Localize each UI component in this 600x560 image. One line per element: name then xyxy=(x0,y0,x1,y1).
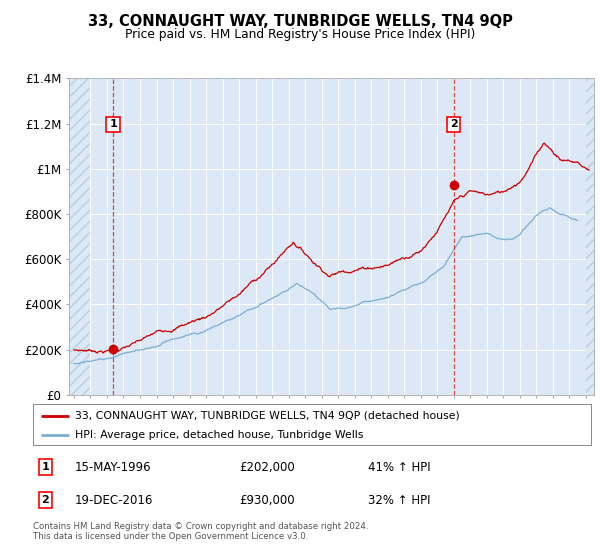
Text: Price paid vs. HM Land Registry's House Price Index (HPI): Price paid vs. HM Land Registry's House … xyxy=(125,28,475,41)
Text: 1: 1 xyxy=(41,462,49,472)
Text: £930,000: £930,000 xyxy=(239,494,295,507)
Text: 33, CONNAUGHT WAY, TUNBRIDGE WELLS, TN4 9QP (detached house): 33, CONNAUGHT WAY, TUNBRIDGE WELLS, TN4 … xyxy=(75,411,460,421)
Text: 32% ↑ HPI: 32% ↑ HPI xyxy=(368,494,430,507)
Text: 19-DEC-2016: 19-DEC-2016 xyxy=(75,494,153,507)
Text: 41% ↑ HPI: 41% ↑ HPI xyxy=(368,461,430,474)
Text: 2: 2 xyxy=(41,495,49,505)
Text: 2: 2 xyxy=(450,119,458,129)
Bar xyxy=(586,78,594,395)
Text: Contains HM Land Registry data © Crown copyright and database right 2024.
This d: Contains HM Land Registry data © Crown c… xyxy=(33,522,368,542)
Text: 15-MAY-1996: 15-MAY-1996 xyxy=(75,461,151,474)
Text: 33, CONNAUGHT WAY, TUNBRIDGE WELLS, TN4 9QP: 33, CONNAUGHT WAY, TUNBRIDGE WELLS, TN4 … xyxy=(88,14,512,29)
Text: £202,000: £202,000 xyxy=(239,461,295,474)
Text: 1: 1 xyxy=(109,119,117,129)
Bar xyxy=(69,78,91,395)
Text: HPI: Average price, detached house, Tunbridge Wells: HPI: Average price, detached house, Tunb… xyxy=(75,430,363,440)
